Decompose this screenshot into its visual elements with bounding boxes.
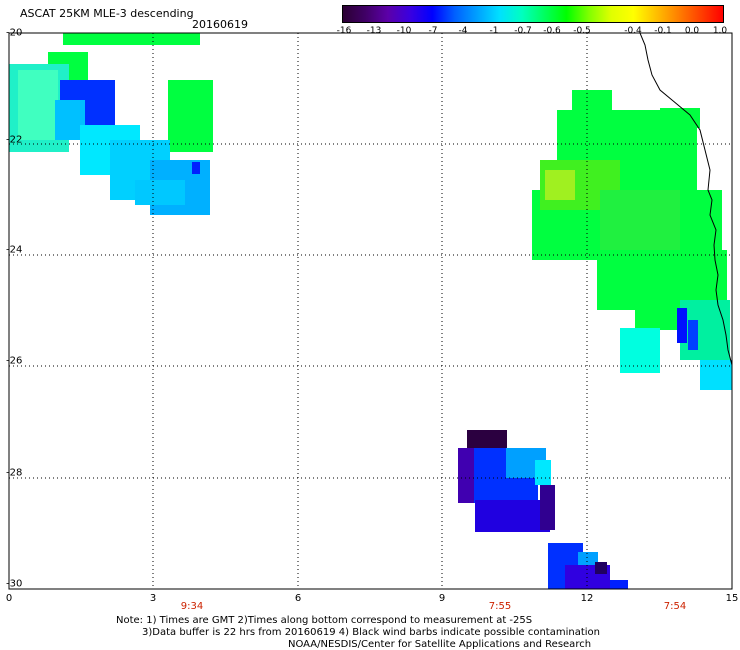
x-tick-label: 6 bbox=[294, 593, 302, 604]
measurement-time: 7:55 bbox=[488, 601, 512, 612]
measurement-time: 9:34 bbox=[180, 601, 204, 612]
colorbar-tick-label: -10 bbox=[396, 26, 412, 36]
colorbar-tick-label: -0.1 bbox=[654, 26, 672, 36]
coastline bbox=[639, 33, 732, 373]
footer-credit: NOAA/NESDIS/Center for Satellite Applica… bbox=[288, 639, 592, 650]
colorbar-tick-label: -4 bbox=[458, 26, 468, 36]
y-tick-label: -26 bbox=[6, 355, 23, 367]
y-tick-label: -30 bbox=[6, 578, 23, 590]
footer-note-line-1: Note: 1) Times are GMT 2)Times along bot… bbox=[116, 615, 533, 626]
colorbar-tick-label: -0.4 bbox=[624, 26, 642, 36]
y-tick-label: -28 bbox=[6, 467, 23, 479]
colorbar-tick-label: -1 bbox=[489, 26, 499, 36]
plot-frame bbox=[8, 32, 733, 590]
colorbar-tick-label: -7 bbox=[428, 26, 438, 36]
colorbar-tick-label: -13 bbox=[366, 26, 382, 36]
y-tick-label: -24 bbox=[6, 244, 23, 256]
wind-swaths bbox=[9, 33, 732, 589]
swath-bottom-center bbox=[458, 430, 555, 532]
x-tick-label: 15 bbox=[725, 593, 739, 604]
product-title: ASCAT 25KM MLE-3 descending bbox=[20, 7, 194, 20]
colorbar-tick-label: 0.0 bbox=[684, 26, 700, 36]
y-tick-label: -22 bbox=[6, 134, 23, 146]
colorbar-tick-label: -16 bbox=[336, 26, 352, 36]
x-tick-label: 0 bbox=[5, 593, 13, 604]
y-tick-label: -20 bbox=[6, 27, 23, 39]
swath-right bbox=[532, 90, 732, 390]
measurement-time: 7:54 bbox=[663, 601, 687, 612]
x-tick-label: 9 bbox=[438, 593, 446, 604]
footer-note-line-2: 3)Data buffer is 22 hrs from 20160619 4)… bbox=[142, 627, 600, 638]
colorbar bbox=[342, 5, 724, 23]
colorbar-tick-label: -0.6 bbox=[543, 26, 561, 36]
swath-top-left-lower bbox=[9, 64, 210, 215]
colorbar-tick-label: -0.5 bbox=[573, 26, 591, 36]
product-date: 20160619 bbox=[192, 18, 248, 31]
swath-bottom-right bbox=[548, 543, 628, 589]
colorbar-tick-label: -0.7 bbox=[514, 26, 532, 36]
x-tick-label: 12 bbox=[580, 593, 594, 604]
x-tick-label: 3 bbox=[149, 593, 157, 604]
grid-lines bbox=[9, 33, 732, 589]
colorbar-tick-label: 1.0 bbox=[712, 26, 728, 36]
